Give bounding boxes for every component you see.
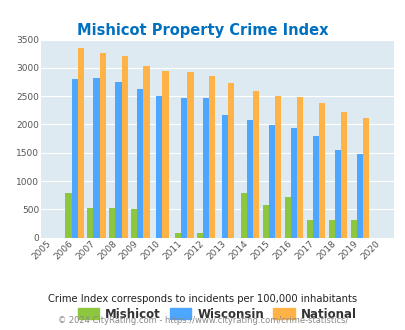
Bar xyxy=(137,89,143,238)
Bar xyxy=(187,72,193,238)
Text: © 2024 CityRating.com - https://www.cityrating.com/crime-statistics/: © 2024 CityRating.com - https://www.city… xyxy=(58,316,347,325)
Bar xyxy=(121,56,128,238)
Bar xyxy=(65,193,71,238)
Bar xyxy=(196,233,202,238)
Bar xyxy=(246,120,253,238)
Bar xyxy=(202,98,209,238)
Bar xyxy=(284,197,290,238)
Bar xyxy=(296,97,303,238)
Bar xyxy=(269,125,275,238)
Bar xyxy=(275,96,281,238)
Text: Crime Index corresponds to incidents per 100,000 inhabitants: Crime Index corresponds to incidents per… xyxy=(48,294,357,304)
Bar xyxy=(362,118,368,238)
Bar xyxy=(228,83,234,238)
Text: Mishicot Property Crime Index: Mishicot Property Crime Index xyxy=(77,23,328,38)
Legend: Mishicot, Wisconsin, National: Mishicot, Wisconsin, National xyxy=(73,303,360,325)
Bar xyxy=(312,136,318,238)
Bar xyxy=(131,209,137,238)
Bar xyxy=(162,71,168,238)
Bar xyxy=(181,98,187,238)
Bar xyxy=(209,76,215,238)
Bar xyxy=(340,112,346,238)
Bar xyxy=(87,208,93,238)
Bar xyxy=(77,48,83,238)
Bar xyxy=(71,79,77,238)
Bar xyxy=(109,208,115,238)
Bar xyxy=(356,154,362,238)
Bar xyxy=(240,193,246,238)
Bar xyxy=(328,220,334,238)
Bar xyxy=(334,149,340,238)
Bar xyxy=(222,115,228,238)
Bar xyxy=(290,128,296,238)
Bar xyxy=(262,205,269,238)
Bar xyxy=(175,233,181,238)
Bar xyxy=(253,90,259,238)
Bar xyxy=(93,78,99,238)
Bar xyxy=(99,53,105,238)
Bar xyxy=(115,82,121,238)
Bar xyxy=(143,66,149,238)
Bar xyxy=(306,220,312,238)
Bar xyxy=(156,96,162,238)
Bar xyxy=(318,103,324,238)
Bar xyxy=(350,220,356,238)
